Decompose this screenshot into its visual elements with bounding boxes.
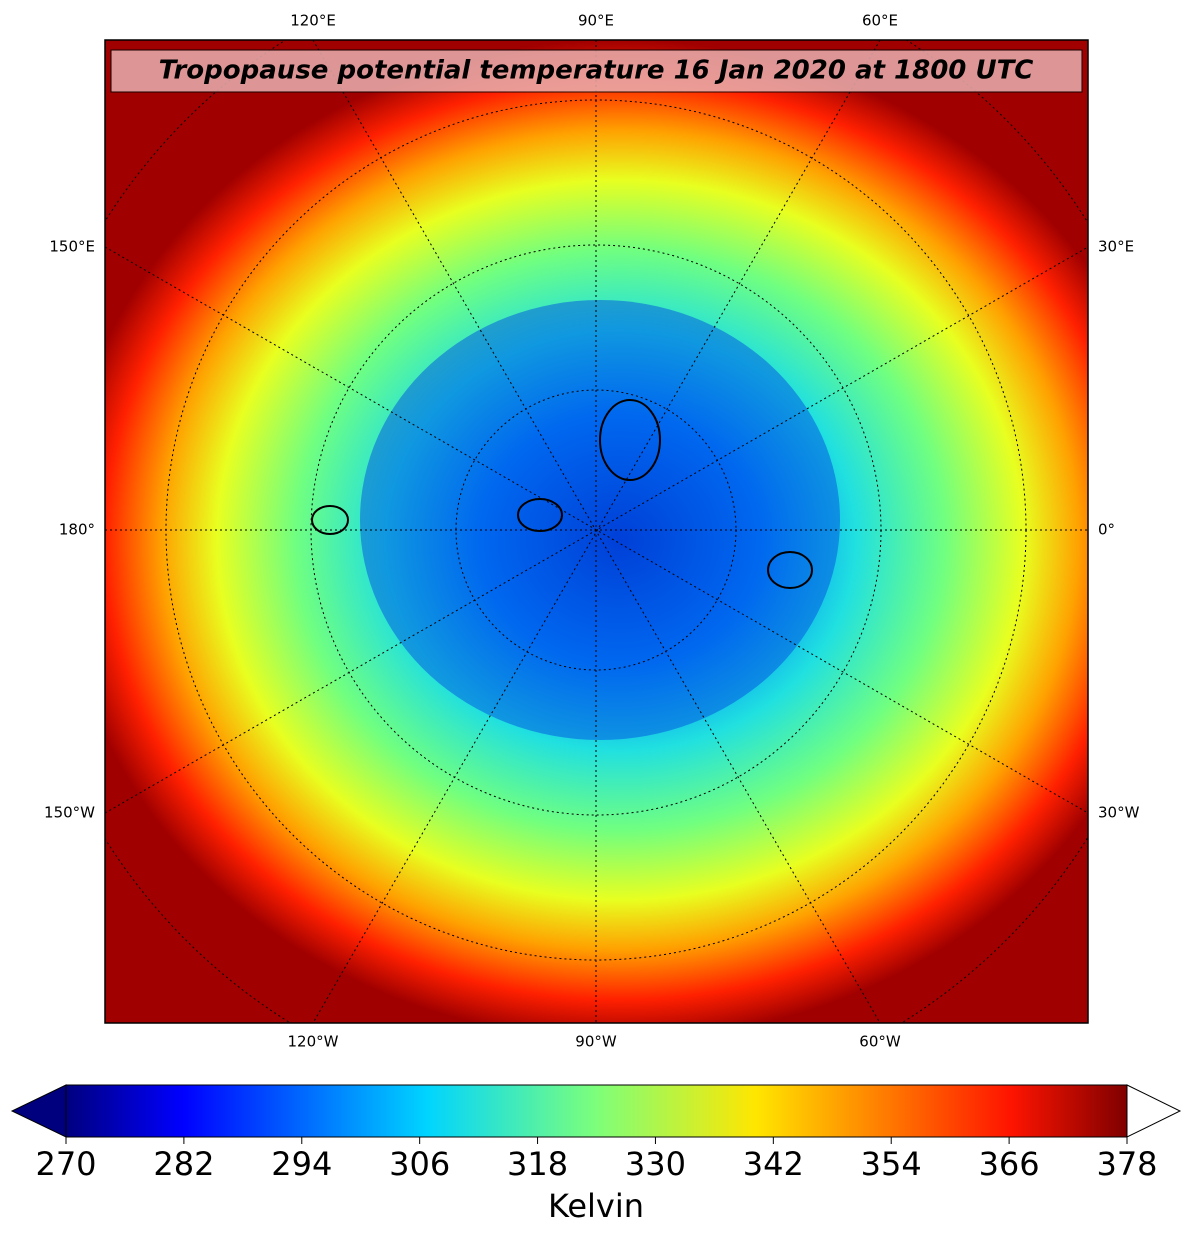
lon-label: 90°W (575, 1033, 617, 1051)
axis-labels: 120°E 90°E 60°E 120°W 90°W 60°W 150°E 180° 150°W… (44, 12, 1140, 1051)
map (105, 40, 1088, 1023)
lon-label: 120°E (290, 12, 336, 30)
lon-label: 150°E (49, 238, 95, 256)
colorbar: 270 282 294 306 318 330 342 354 366 378 Kelvin (10, 1084, 1182, 1225)
colorbar-extend-low (10, 1084, 67, 1138)
title: Tropopause potential temperature 16 Jan … (159, 56, 1034, 86)
lon-label: 0° (1098, 521, 1115, 539)
colorbar-tick-label: 318 (507, 1145, 568, 1183)
colorbar-tick-label: 366 (979, 1145, 1040, 1183)
cold-core (360, 300, 840, 740)
lon-label: 30°E (1098, 238, 1134, 256)
lon-label: 90°E (578, 12, 614, 30)
lon-label: 60°E (862, 12, 898, 30)
lon-label: 180° (59, 521, 95, 539)
graticule (105, 40, 1088, 1023)
colorbar-tick-label: 354 (861, 1145, 922, 1183)
lon-label: 150°W (44, 804, 95, 822)
lon-label: 120°W (288, 1033, 339, 1051)
colorbar-tick-label: 282 (153, 1145, 214, 1183)
lon-label: 60°W (859, 1033, 901, 1051)
colorbar-tick-label: 294 (271, 1145, 332, 1183)
colorbar-tick-label: 306 (389, 1145, 450, 1183)
title-box (110, 49, 1083, 93)
colorbar-extend-high (1126, 1084, 1182, 1138)
lon-label: 30°W (1098, 804, 1140, 822)
colorbar-body (65, 1084, 1128, 1138)
colorbar-tick-label: 330 (625, 1145, 686, 1183)
map-frame (104, 39, 1089, 1024)
colorbar-tick-label: 270 (35, 1145, 96, 1183)
contours (311, 399, 813, 589)
colorbar-tick-label: 378 (1096, 1145, 1157, 1183)
colorbar-label: Kelvin (548, 1187, 644, 1225)
colorbar-tick-label: 342 (743, 1145, 804, 1183)
